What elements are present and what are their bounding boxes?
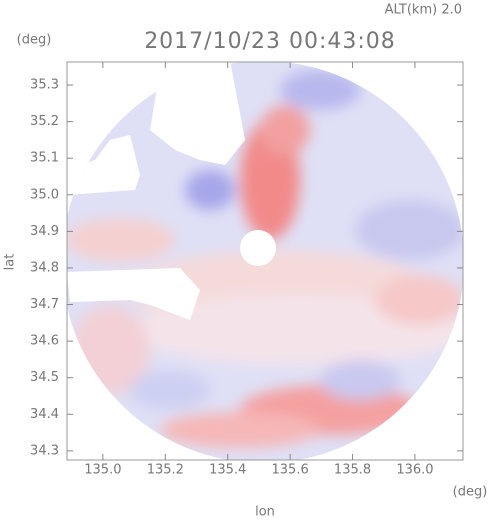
y-axis-label: lat	[3, 254, 18, 271]
x-tick-label: 135.0	[84, 463, 121, 478]
y-tick-label: 35.2	[30, 114, 59, 129]
chart-title: 2017/10/23 00:43:08	[144, 29, 396, 54]
x-axis-label: lon	[255, 505, 275, 520]
x-tick-label: 135.6	[272, 463, 309, 478]
plot-frame	[66, 61, 464, 461]
x-unit: (deg)	[453, 485, 488, 500]
y-tick-label: 34.9	[30, 224, 59, 239]
y-tick-label: 34.3	[30, 443, 59, 458]
radar-field	[67, 62, 463, 460]
x-tick-label: 135.2	[147, 463, 184, 478]
y-tick-label: 34.7	[30, 297, 59, 312]
x-tick-label: 135.4	[209, 463, 246, 478]
x-tick-label: 135.8	[334, 463, 371, 478]
y-tick-label: 34.8	[30, 260, 59, 275]
y-tick-label: 35.3	[30, 78, 59, 93]
x-tick-label: 136.0	[396, 463, 433, 478]
y-tick-label: 35.0	[30, 187, 59, 202]
altitude-label: ALT(km) 2.0	[385, 3, 462, 18]
y-tick-label: 34.5	[30, 370, 59, 385]
y-tick-label: 34.4	[30, 407, 59, 422]
y-tick-label: 35.1	[30, 151, 59, 166]
y-unit: (deg)	[17, 33, 52, 48]
y-tick-label: 34.6	[30, 334, 59, 349]
